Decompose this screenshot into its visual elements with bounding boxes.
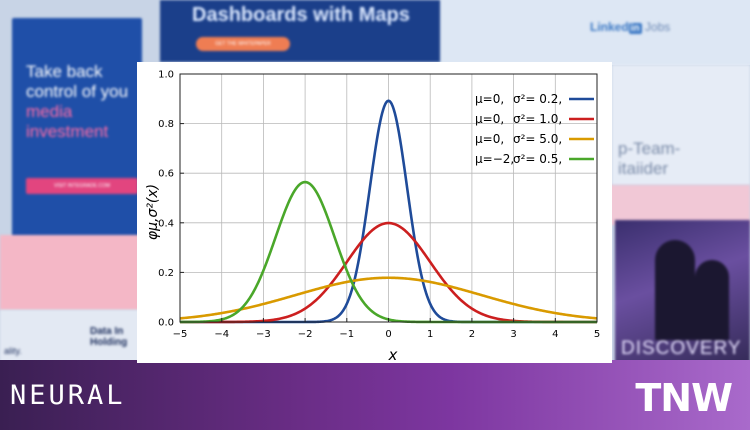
pink-strip-right [600, 185, 750, 225]
left-ad-button: VISIT INTEGRADE.COM [26, 178, 138, 194]
legend-variance-label: σ²= 0.5, [513, 152, 562, 166]
series-curve-3 [179, 276, 598, 320]
left-ad-line1: Take back [26, 62, 103, 81]
chart-legend: μ=0, σ²= 0.2, μ=0, σ²= 1.0, μ=0, σ²= 5.0, μ=−2… [475, 92, 594, 166]
legend-mu-label: μ=−2, [475, 152, 514, 166]
x-tick-label: −1 [339, 329, 354, 340]
x-tick-label: −2 [298, 329, 313, 340]
y-axis-label: φμ,σ²(x) [145, 184, 161, 240]
left-ad-line2: control of you [26, 82, 129, 101]
left-ad-banner: Take back control of you media investmen… [12, 18, 142, 238]
x-tick-label: 1 [427, 329, 433, 340]
legend-mu-label: μ=0, [475, 112, 504, 126]
lower-left-line1: Data In [90, 326, 124, 337]
x-tick-label: −5 [173, 329, 188, 340]
discovery-poster: DISCOVERY [615, 220, 750, 380]
x-tick-label: 4 [552, 329, 558, 340]
y-tick-label: 0.4 [158, 218, 174, 229]
left-ad-text: Take back control of you media investmen… [26, 62, 136, 142]
x-tick-label: 2 [469, 329, 475, 340]
right-ad-line1: p-Team- [618, 139, 681, 158]
x-ticks: −5 −4 −3 −2 −1 0 1 2 3 4 5 [173, 318, 600, 340]
tnw-logo: TNW [635, 376, 733, 420]
y-tick-label: 0.6 [158, 169, 174, 180]
right-ad-text: p-Team- itaiider [618, 139, 680, 179]
right-ad-panel: p-Team- itaiider [612, 65, 750, 185]
linkedin-logo: Linked in Jobs [590, 20, 670, 34]
x-tick-label: −4 [214, 329, 229, 340]
linkedin-in-box: in [628, 23, 642, 34]
linkedin-jobs: Jobs [644, 20, 671, 34]
x-tick-label: −3 [256, 329, 271, 340]
legend-mu-label: μ=0, [475, 92, 504, 106]
y-tick-label: 0.2 [158, 268, 174, 279]
y-tick-label: 0.0 [158, 318, 174, 329]
neural-logo: NEURAL [10, 380, 126, 411]
poster-figure [695, 260, 729, 340]
right-ad-line2: itaiider [618, 159, 669, 178]
top-ad-title: Dashboards with Maps [192, 4, 410, 26]
linkedin-brand: Linked [590, 20, 629, 34]
lower-left-line3: ality. [4, 346, 22, 356]
poster-figure [655, 240, 695, 340]
x-axis-label: x [388, 346, 398, 363]
bottom-brand-bar [0, 360, 750, 430]
legend-variance-label: σ²= 1.0, [513, 112, 562, 126]
map-background [440, 0, 750, 65]
left-ad-line4: investment [26, 122, 109, 141]
lower-left-text: Data In Holding [90, 326, 127, 348]
top-ad-button: GET THE WHITEPAPER [196, 37, 290, 51]
x-tick-label: 3 [510, 329, 516, 340]
pink-strip-left [0, 235, 140, 310]
legend-variance-label: σ²= 0.2, [513, 92, 562, 106]
lower-left-line2: Holding [90, 337, 128, 348]
top-ad-banner: Dashboards with Maps GET THE WHITEPAPER [160, 0, 440, 62]
y-ticks: 0.0 0.2 0.4 0.6 0.8 1.0 [158, 70, 184, 329]
x-tick-label: 0 [385, 329, 391, 340]
legend-mu-label: μ=0, [475, 132, 504, 146]
normal-distribution-chart: −5 −4 −3 −2 −1 0 1 2 3 4 5 0.0 0.2 0.4 0.6 0.8 1.0 x φμ… [137, 62, 612, 365]
y-tick-label: 0.8 [158, 119, 174, 130]
y-tick-label: 1.0 [158, 70, 174, 81]
chart-svg: −5 −4 −3 −2 −1 0 1 2 3 4 5 0.0 0.2 0.4 0.6 0.8 1.0 x φμ… [145, 70, 600, 365]
discovery-title: DISCOVERY [621, 338, 742, 359]
legend-variance-label: σ²= 5.0, [513, 132, 562, 146]
x-tick-label: 5 [594, 329, 600, 340]
left-ad-line3: media [26, 102, 73, 121]
